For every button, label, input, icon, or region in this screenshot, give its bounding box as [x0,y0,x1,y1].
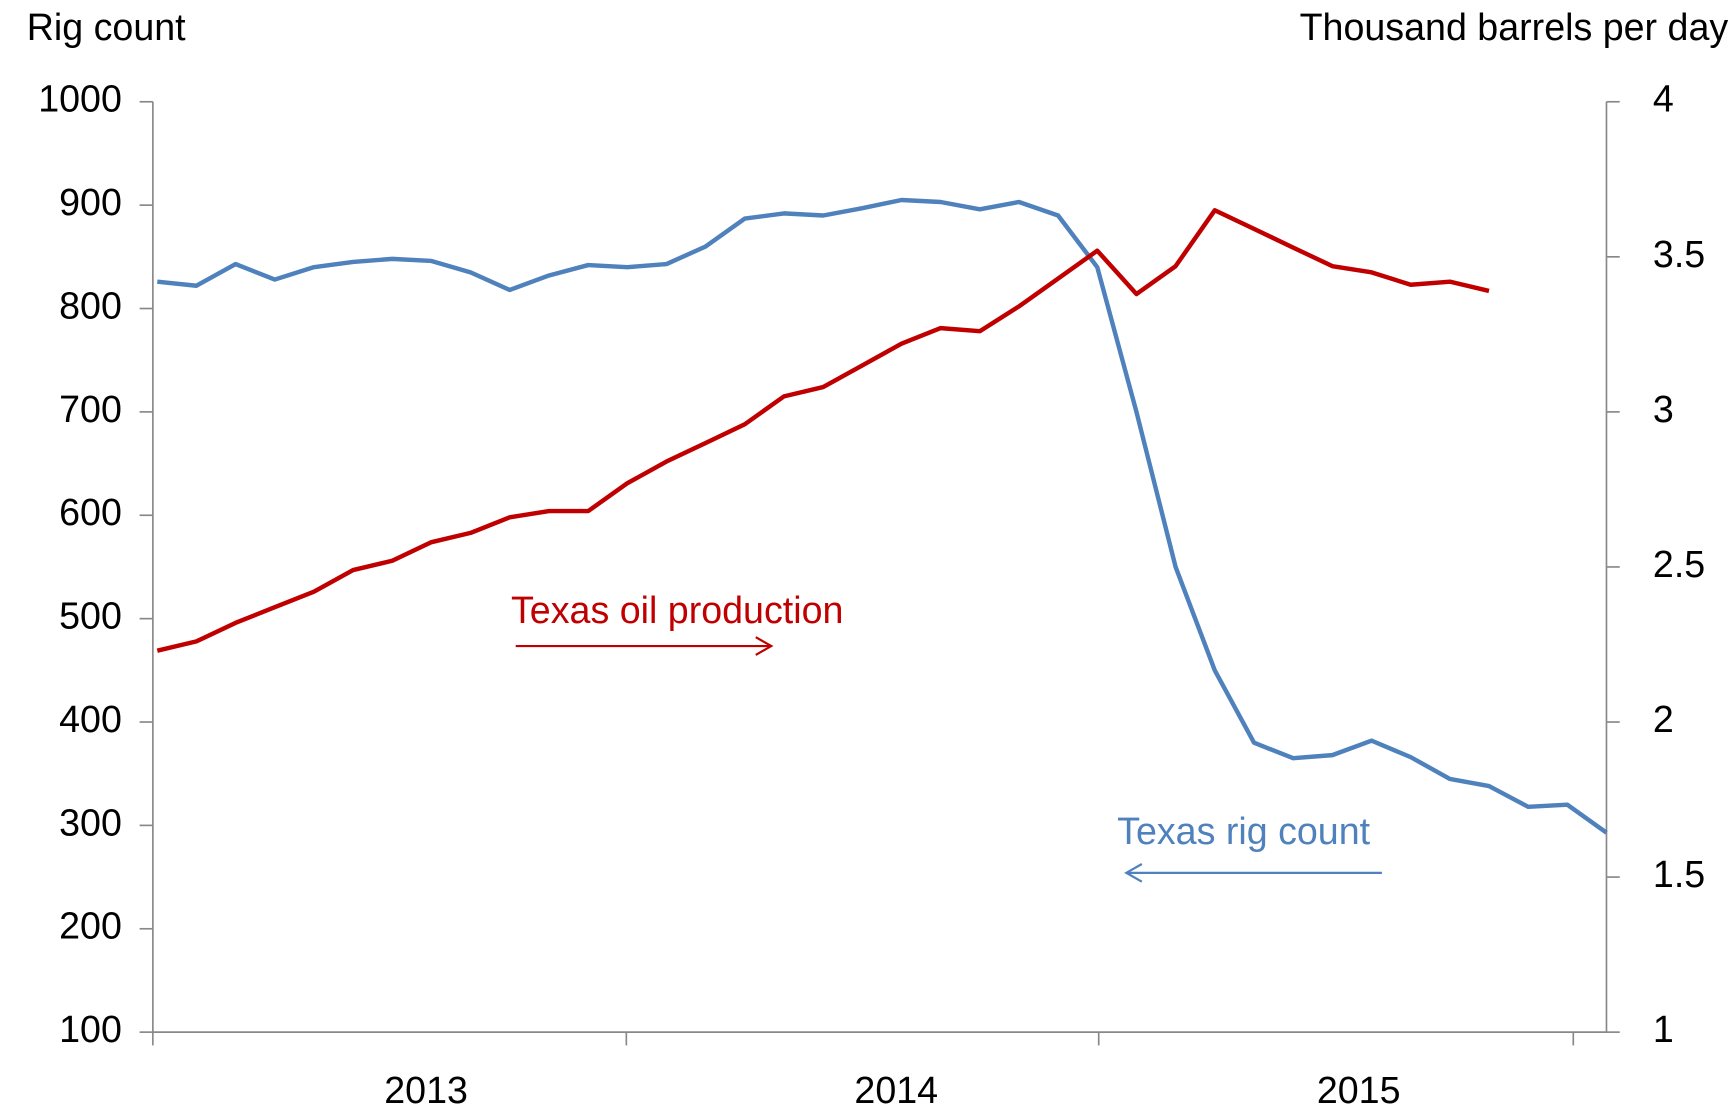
series-line [157,197,1608,835]
y2-tick-label: 2 [1653,698,1674,740]
y-axis-label: Rig count [27,6,186,48]
y2-tick-label: 2.5 [1653,543,1705,585]
y-tick-label: 1000 [38,78,122,120]
y-tick-label: 800 [59,284,122,326]
y-tick-label: 500 [59,595,122,637]
x-tick-label: 2014 [854,1069,938,1111]
legend-label: Texas rig count [1117,810,1370,852]
x-tick-label: 2015 [1317,1069,1401,1111]
y-tick-label: 100 [59,1008,122,1050]
series-line [156,208,1490,653]
y-tick-label: 700 [59,388,122,430]
y2-tick-label: 3 [1653,388,1674,430]
x-tick-label: 2013 [384,1069,468,1111]
y2-tick-label: 3.5 [1653,233,1705,275]
y-tick-label: 200 [59,905,122,947]
y2-tick-label: 4 [1653,78,1674,120]
y2-axis-label: Thousand barrels per day [1300,6,1729,48]
y2-tick-label: 1.5 [1653,853,1705,895]
y-tick-label: 400 [59,698,122,740]
y-tick-label: 600 [59,491,122,533]
arrow [1124,863,1382,883]
y2-tick-label: 1 [1653,1008,1674,1050]
legend-label: Texas oil production [511,589,843,631]
x-ticks [152,1032,1575,1046]
y-tick-label: 300 [59,801,122,843]
arrow [515,636,774,656]
y-tick-label: 900 [59,181,122,223]
